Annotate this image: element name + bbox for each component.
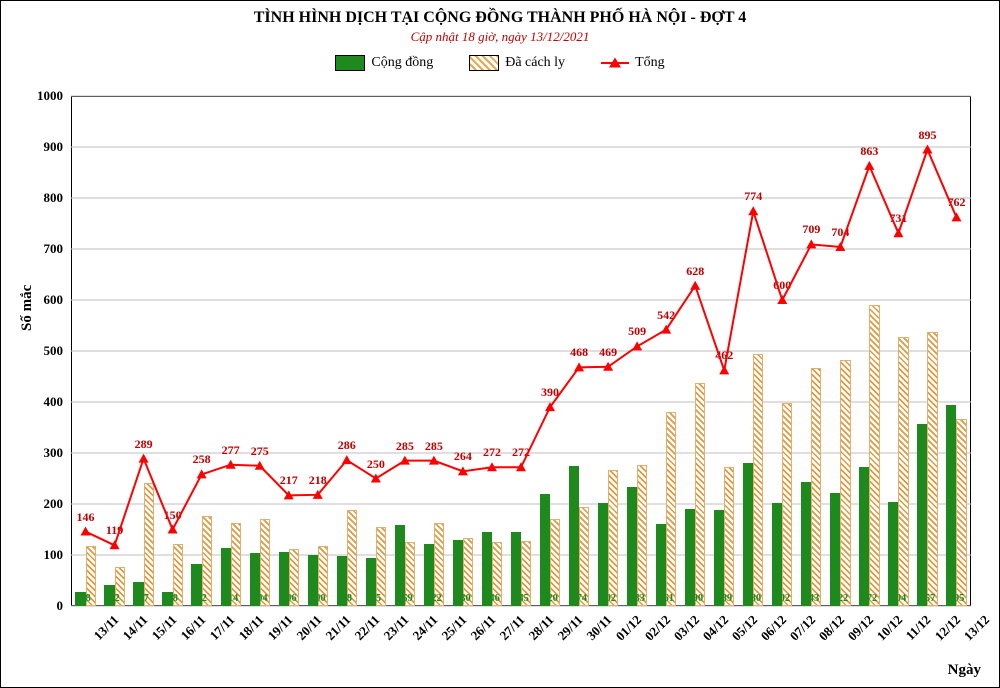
x-tick: 14/11 [119,612,151,644]
plot-area: 2842472882114104106100989515912213014614… [71,96,971,606]
x-tick: 22/11 [351,612,383,644]
x-tick: 10/12 [874,612,906,644]
x-tick: 30/11 [584,612,616,644]
x-tick: 06/12 [758,612,790,644]
x-tick: 13/12 [961,612,993,644]
y-tick: 0 [23,598,63,614]
x-tick: 16/11 [177,612,209,644]
legend-total: Tổng [601,55,665,71]
x-tick: 15/11 [148,612,180,644]
x-tick: 11/12 [903,612,935,644]
legend-community-swatch [335,55,365,71]
x-tick: 08/12 [816,612,848,644]
y-tick: 1000 [23,88,63,104]
x-tick: 27/11 [496,612,528,644]
x-tick: 17/11 [206,612,238,644]
y-tick: 200 [23,496,63,512]
legend-community-label: Cộng đồng [371,55,433,71]
x-tick: 13/11 [90,612,122,644]
x-tick: 02/12 [642,612,674,644]
x-tick: 24/11 [409,612,441,644]
x-tick: 04/12 [700,612,732,644]
x-tick: 09/12 [845,612,877,644]
x-tick: 20/11 [293,612,325,644]
x-tick: 28/11 [525,612,557,644]
chart-container: TÌNH HÌNH DỊCH TẠI CỘNG ĐỒNG THÀNH PHỐ H… [0,0,1000,688]
x-tick: 12/12 [932,612,964,644]
x-tick: 21/11 [322,612,354,644]
legend-total-marker [601,56,629,70]
y-tick: 600 [23,292,63,308]
y-tick: 800 [23,190,63,206]
x-tick: 19/11 [264,612,296,644]
x-tick: 18/11 [235,612,267,644]
x-tick: 03/12 [671,612,703,644]
x-tick: 29/11 [554,612,586,644]
legend-isolated-swatch [469,55,499,71]
chart-title: TÌNH HÌNH DỊCH TẠI CỘNG ĐỒNG THÀNH PHỐ H… [1,9,999,27]
x-axis-label: Ngày [948,662,981,679]
legend: Cộng đồng Đã cách ly Tổng [1,55,999,71]
chart-subtitle: Cập nhật 18 giờ, ngày 13/12/2021 [1,29,999,45]
legend-isolated-label: Đã cách ly [505,55,565,71]
x-tick: 26/11 [467,612,499,644]
x-tick: 07/12 [787,612,819,644]
x-tick: 01/12 [613,612,645,644]
y-tick: 300 [23,445,63,461]
total-line [71,96,971,606]
legend-isolated: Đã cách ly [469,55,565,71]
x-tick: 05/12 [729,612,761,644]
y-tick: 400 [23,394,63,410]
y-tick: 500 [23,343,63,359]
y-tick: 100 [23,547,63,563]
legend-community: Cộng đồng [335,55,433,71]
x-tick: 25/11 [438,612,470,644]
y-tick: 900 [23,139,63,155]
y-tick: 700 [23,241,63,257]
x-tick: 23/11 [380,612,412,644]
legend-total-label: Tổng [635,55,665,71]
